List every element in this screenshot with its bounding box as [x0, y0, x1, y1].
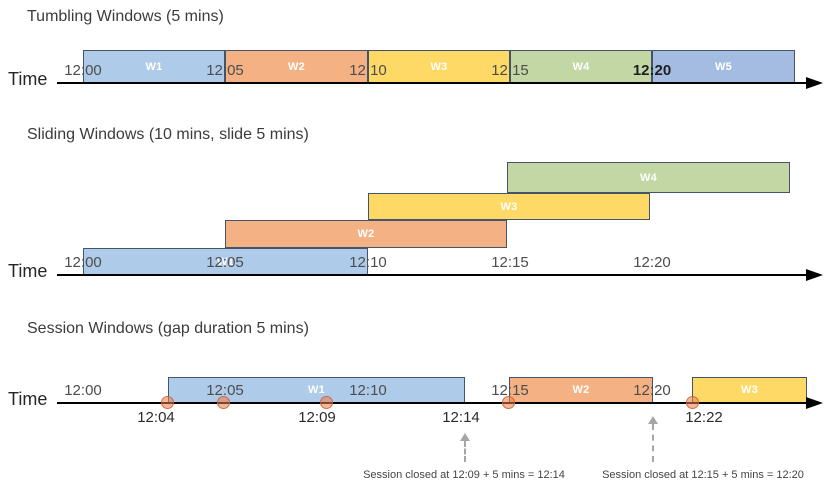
window-bar-label: W3: [430, 60, 448, 73]
window-bar-label: W1: [216, 255, 235, 268]
window-bar-sliding-w2: W2: [225, 220, 507, 248]
time-axis-label-tumbling: Time: [8, 69, 48, 89]
session-closed-annotation-1: Session closed at 12:09 + 5 mins = 12:14: [363, 469, 565, 481]
tick-label-session-1215: 12:15: [491, 382, 529, 399]
window-bar-label: W1: [307, 384, 326, 396]
window-bar-tumbling-w1: W1: [83, 50, 225, 83]
session-close-arrow-line-2: [652, 424, 654, 462]
tick-label-tumbling-1215: 12:15: [491, 62, 529, 79]
window-bar-label: W3: [740, 384, 759, 396]
window-bar-session-w3: W3: [692, 377, 807, 403]
time-axis-arrowhead-session: [806, 397, 823, 409]
tick-label-tumbling-1220: 12:20: [632, 62, 672, 79]
window-bar-sliding-w1: W1: [83, 248, 368, 275]
window-bar-sliding-w3: W3: [368, 193, 650, 220]
window-bar-label: W2: [572, 384, 590, 396]
session-closed-annotation-2: Session closed at 12:15 + 5 mins = 12:20: [602, 469, 804, 481]
event-time-label-1204: 12:04: [137, 409, 175, 426]
time-axis-label-session: Time: [8, 389, 48, 409]
time-axis-arrowhead-tumbling: [806, 77, 823, 89]
tick-label-session-1205: 12:05: [206, 382, 244, 399]
tick-label-session-1220: 12:20: [633, 382, 671, 399]
tick-label-sliding-1215: 12:15: [491, 254, 529, 271]
window-bar-label: W5: [714, 60, 733, 73]
session-close-arrowhead-2: [648, 416, 658, 424]
window-bar-label: W4: [639, 171, 658, 184]
tick-label-sliding-1210: 12:10: [349, 254, 387, 271]
window-bar-label: W3: [500, 200, 518, 213]
session-close-arrow-line-1: [464, 441, 466, 462]
tick-label-sliding-1200: 12:00: [64, 254, 102, 271]
time-axis-tumbling: [57, 82, 810, 84]
tick-label-sliding-1205: 12:05: [206, 254, 244, 271]
tick-label-tumbling-1205: 12:05: [206, 62, 244, 79]
section-title-tumbling: Tumbling Windows (5 mins): [27, 8, 224, 25]
event-dot-3: [320, 396, 333, 409]
event-dot-5: [686, 396, 699, 409]
event-time-label-1214: 12:14: [442, 409, 480, 426]
window-bar-tumbling-w3: W3: [368, 50, 510, 83]
event-dot-4: [502, 396, 515, 409]
window-bar-label: W4: [572, 60, 590, 73]
tick-label-tumbling-1200: 12:00: [64, 62, 102, 79]
window-bar-label: W1: [145, 60, 163, 73]
session-close-arrowhead-1: [460, 433, 470, 441]
time-axis-label-sliding: Time: [8, 261, 48, 281]
event-time-label-1222: 12:22: [685, 409, 723, 426]
tick-label-tumbling-1210: 12:10: [349, 62, 387, 79]
window-bar-label: W2: [287, 60, 306, 73]
section-title-sliding: Sliding Windows (10 mins, slide 5 mins): [27, 126, 309, 143]
tick-label-session-1210: 12:10: [349, 382, 387, 399]
event-dot-1: [161, 396, 174, 409]
window-bar-sliding-w4: W4: [507, 162, 790, 193]
time-axis-sliding: [57, 274, 810, 276]
section-title-session: Session Windows (gap duration 5 mins): [27, 320, 309, 337]
event-dot-2: [217, 396, 230, 409]
time-axis-session: [57, 402, 810, 404]
window-bar-label: W2: [357, 228, 375, 240]
event-time-label-1209: 12:09: [298, 409, 336, 426]
tick-label-sliding-1220: 12:20: [633, 254, 671, 271]
window-bar-tumbling-w5: W5: [652, 50, 795, 83]
tick-label-session-1200: 12:00: [64, 382, 102, 399]
time-axis-arrowhead-sliding: [806, 269, 823, 281]
